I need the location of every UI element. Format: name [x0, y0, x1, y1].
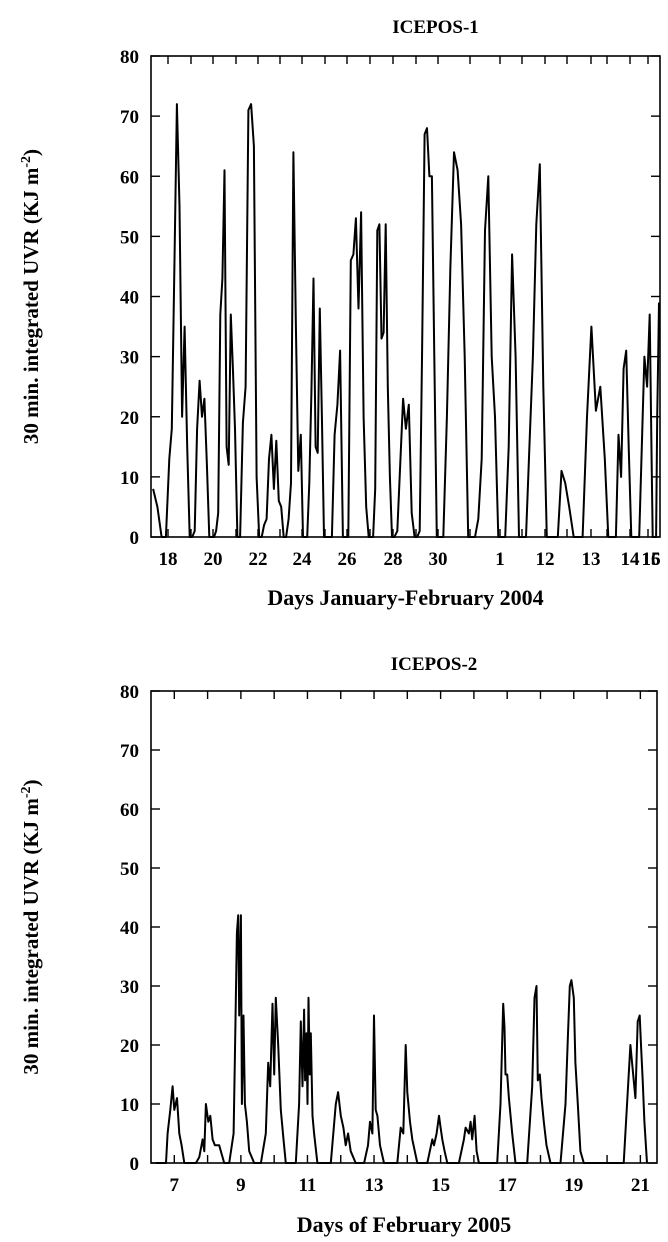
y-tick-label: 80: [120, 47, 139, 68]
y-axis-label-close: ): [19, 149, 43, 156]
y-axis-label-close: ): [19, 779, 43, 786]
x-tick-label: 15: [642, 549, 661, 570]
x-tick-label: 9: [236, 1175, 246, 1196]
y-tick-label: 80: [120, 682, 139, 703]
x-tick-label: 16: [642, 549, 661, 570]
y-tick-label: 50: [120, 859, 139, 880]
y-tick-label: 60: [120, 167, 139, 188]
y-tick-label: 70: [120, 741, 139, 762]
y-tick-label: 0: [130, 528, 140, 549]
x-tick-label: 28: [384, 549, 403, 570]
x-tick-label: 15: [431, 1175, 450, 1196]
y-axis-label-exponent: -2: [19, 156, 34, 168]
x-tick-label: 30: [429, 549, 448, 570]
x-tick-label: 11: [298, 1175, 316, 1196]
y-tick-label: 40: [120, 918, 139, 939]
x-tick-label: 24: [293, 549, 313, 570]
y-tick-label: 20: [120, 408, 139, 429]
x-tick-label: 14: [621, 549, 641, 570]
x-tick-label: 13: [365, 1175, 384, 1196]
x-tick-label: 1: [495, 549, 505, 570]
y-tick-label: 70: [120, 107, 139, 128]
x-tick-label: 22: [249, 549, 268, 570]
uvr-series-line: [156, 914, 648, 1164]
x-tick-label: 12: [536, 549, 555, 570]
x-tick-label: 19: [564, 1175, 583, 1196]
chart-title: ICEPOS-2: [391, 654, 478, 675]
x-axis-label: Days January-February 2004: [267, 585, 543, 610]
y-tick-label: 40: [120, 288, 139, 309]
plot-frame: [150, 55, 661, 538]
y-axis-label-main: 30 min. integrated UVR (KJ m: [19, 167, 43, 444]
x-tick-label: 20: [204, 549, 223, 570]
y-tick-label: 30: [120, 348, 139, 369]
y-tick-label: 10: [120, 468, 139, 489]
y-tick-label: 20: [120, 1036, 139, 1057]
y-axis-label-exponent: -2: [19, 786, 34, 798]
x-tick-label: 26: [338, 549, 357, 570]
x-tick-label: 7: [170, 1175, 180, 1196]
y-tick-label: 50: [120, 227, 139, 248]
uvr-series-line: [152, 103, 660, 538]
x-tick-label: 17: [498, 1175, 518, 1196]
chart-title: ICEPOS-1: [392, 17, 479, 38]
x-tick-label: 21: [631, 1175, 650, 1196]
y-tick-label: 30: [120, 977, 139, 998]
y-tick-label: 60: [120, 800, 139, 821]
panel-icepos-1: ICEPOS-1 Days January-February 2004 30 min…: [19, 17, 661, 610]
panel-icepos-2: ICEPOS-2 Days of February 2005 30 min. int…: [19, 654, 658, 1237]
y-tick-label: 0: [130, 1154, 140, 1175]
x-tick-label: 18: [159, 549, 178, 570]
y-axis-label: 30 min. integrated UVR (KJ m-2): [19, 779, 43, 1074]
y-tick-label: 10: [120, 1095, 139, 1116]
x-tick-label: 13: [582, 549, 601, 570]
x-axis-label: Days of February 2005: [297, 1212, 511, 1237]
y-axis-label-main: 30 min. integrated UVR (KJ m: [19, 798, 43, 1075]
y-axis-label: 30 min. integrated UVR (KJ m-2): [19, 149, 43, 444]
